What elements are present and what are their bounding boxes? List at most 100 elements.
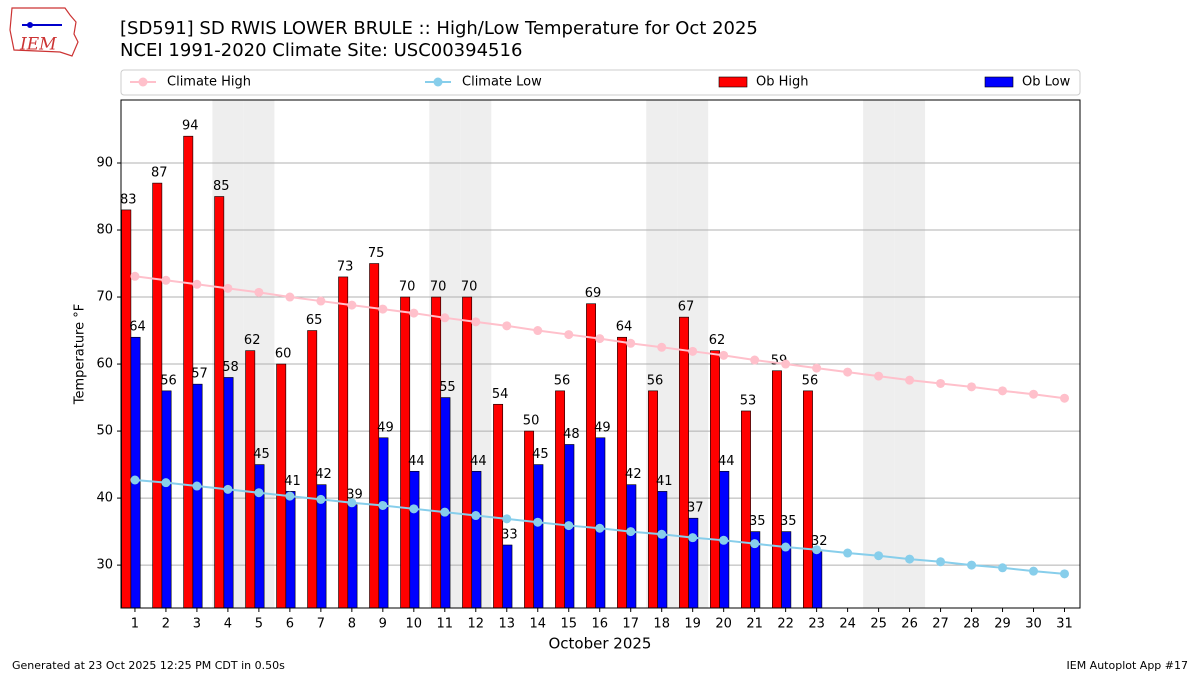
bar-label: 41 [656,474,673,489]
point [750,355,760,365]
point [781,359,791,369]
bar-label: 56 [802,373,819,388]
bar-label: 55 [439,380,456,395]
x-tick-label: 20 [715,617,732,632]
bar-label: 56 [647,373,664,388]
x-tick-label: 26 [901,617,918,632]
x-tick-label: 11 [437,617,454,632]
point [688,533,698,543]
point [750,539,760,549]
point [347,498,357,508]
bar [741,410,751,609]
x-tick-label: 21 [746,617,763,632]
bar-label: 32 [811,534,828,549]
bar [533,464,544,609]
point [595,523,605,533]
bar [409,470,420,609]
point [936,557,946,567]
point [161,275,171,285]
bar-label: 33 [501,528,518,543]
x-tick-label: 2 [162,617,170,632]
bar [688,517,699,609]
point [1029,389,1039,399]
point [843,548,853,558]
x-tick-label: 4 [224,617,232,632]
bar [431,296,442,609]
point [254,488,264,498]
bar-label: 65 [306,313,323,328]
bar-label: 70 [399,280,416,295]
bar [802,390,813,609]
point [409,308,419,318]
point [192,279,202,289]
bar [121,209,132,609]
bar [254,464,265,609]
bar [400,296,411,609]
point [223,283,233,293]
bar [493,403,504,609]
logo-text: IEM [19,35,57,55]
x-tick-label: 25 [870,617,887,632]
point [130,475,140,485]
point [564,521,574,531]
bar [812,551,823,609]
point [378,304,388,314]
x-tick-label: 23 [808,617,825,632]
bar-label: 57 [191,367,208,382]
bar [161,390,172,609]
x-tick-label: 14 [529,617,546,632]
legend-label: Climate Low [462,75,542,90]
point [285,292,295,302]
x-tick-label: 1 [131,617,139,632]
bar-label: 94 [182,119,199,134]
bar-label: 85 [213,179,230,194]
point [595,334,605,344]
x-tick-label: 12 [468,617,485,632]
bar [285,491,296,609]
bar-label: 70 [430,280,447,295]
point [378,500,388,510]
plot-frame [120,99,1081,609]
bar-label: 56 [160,373,177,388]
point [843,367,853,377]
legend-box [120,69,1081,96]
bar-label: 41 [284,474,301,489]
point [936,378,946,388]
bar [679,316,689,609]
point [161,478,171,488]
bar-label: 42 [315,467,332,482]
bar-label: 70 [461,280,478,295]
x-tick-label: 15 [560,617,577,632]
point [719,535,729,545]
bar-label: 62 [244,333,261,348]
x-tick-label: 19 [684,617,701,632]
y-tick-label: 30 [96,558,113,573]
point [998,563,1008,573]
point [812,363,822,373]
bar [595,437,606,609]
point [316,494,326,504]
bar-label: 49 [594,420,611,435]
bar [502,544,513,609]
x-tick-label: 28 [963,617,980,632]
legend-label: Ob Low [1022,75,1071,90]
point [1029,566,1039,576]
point [440,507,450,517]
point [130,271,140,281]
x-tick-label: 13 [498,617,515,632]
point [471,511,481,521]
bar-label: 69 [585,286,602,301]
y-tick-label: 90 [96,155,113,170]
bar [369,263,380,609]
point [688,346,698,356]
point [719,350,729,360]
bar-label: 49 [377,420,394,435]
bar [471,470,482,609]
bar-label: 54 [492,387,509,402]
x-tick-label: 3 [193,617,201,632]
point [905,375,915,385]
point [409,504,419,514]
bar [214,196,225,609]
point [1060,393,1070,403]
x-tick-label: 24 [839,617,856,632]
